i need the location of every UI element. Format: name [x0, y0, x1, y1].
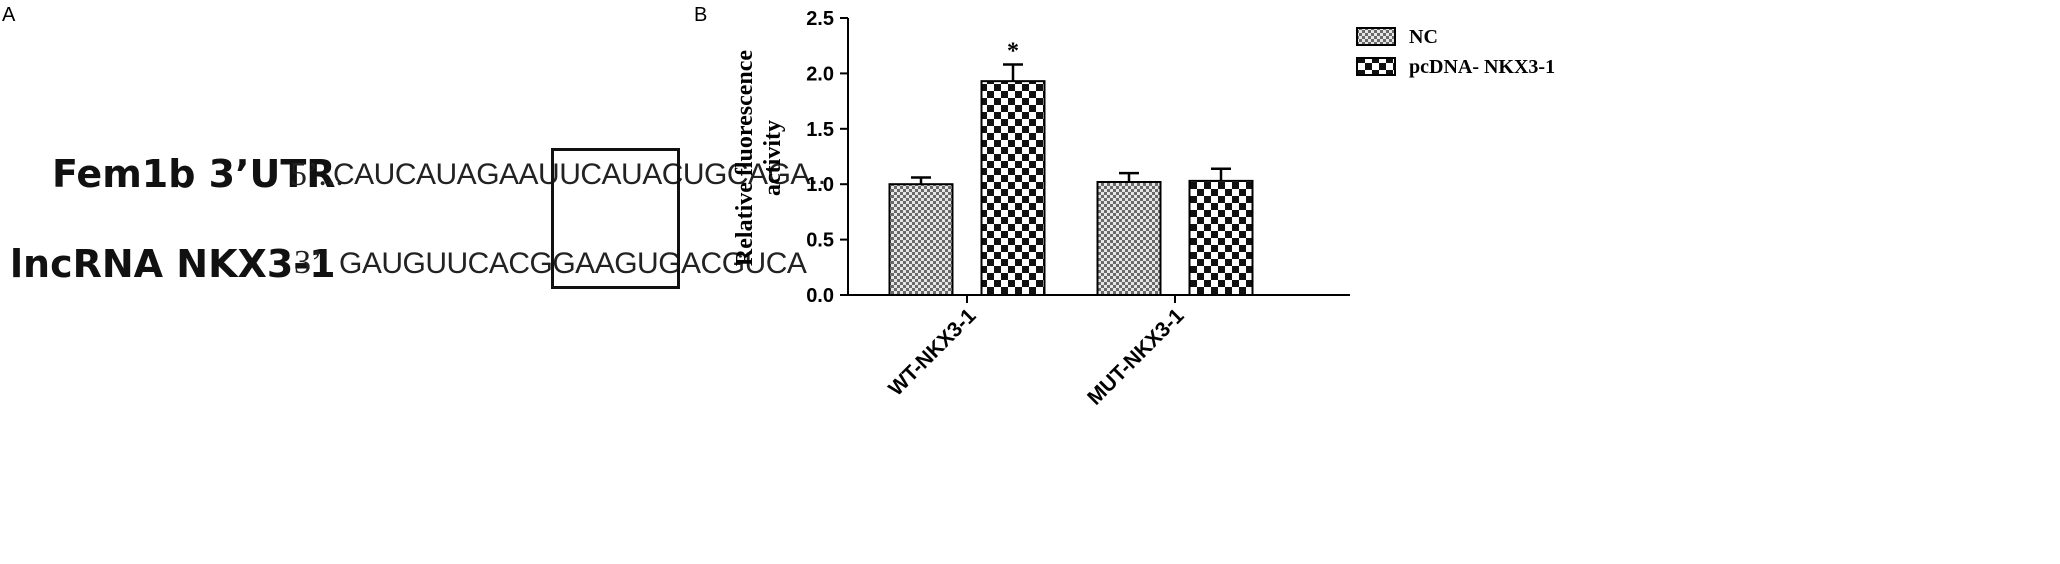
bar-pcdna-1 [1188, 179, 1254, 297]
y-axis-label: Relative fluorescenceactivity [732, 50, 786, 266]
y-axis-label-line: activity [760, 120, 786, 196]
lncrna-nkx3-1-label: lncRNA NKX3-1 [10, 242, 336, 286]
y-tick-label: 2.0 [806, 63, 834, 85]
bar-nc-1 [1096, 180, 1162, 296]
x-tick-label: MUT-NKX3-1 [1083, 304, 1189, 410]
fem1b-utr-sequence: CAUCAUAGAAUUCAUACUGCAGA.. [333, 158, 826, 191]
y-tick-label: 0.0 [806, 285, 834, 307]
legend-swatch [1356, 57, 1396, 76]
bar-pcdna-0 [980, 80, 1046, 296]
significance-marker: * [1007, 39, 1019, 65]
legend-label: pcDNA- NKX3-1 [1409, 56, 1555, 78]
chart-axes: Relative fluorescenceactivity [732, 18, 1350, 296]
y-axis-label-line: Relative fluorescence [732, 50, 758, 266]
chart-bars: * [888, 39, 1254, 297]
fem1b-utr-prefix: 5’... [290, 156, 344, 193]
panel-b-letter: B [694, 4, 708, 26]
chart-legend: NC pcDNA- NKX3-1 [1356, 26, 1555, 78]
legend-swatch [1356, 27, 1396, 46]
y-tick-label: 1.0 [806, 174, 834, 196]
binding-site-box [551, 148, 680, 289]
lncrna-nkx3-1-sequence: GAUGUUCACGGAAGUGACGUCA [339, 247, 807, 280]
lncrna-nkx3-1-prefix: 3’ [294, 244, 323, 281]
fem1b-utr-label: Fem1b 3’UTR [52, 152, 336, 196]
panel-a-letter: A [2, 4, 16, 26]
bar-nc-0 [888, 183, 954, 296]
legend-label: NC [1409, 26, 1438, 48]
y-tick-label: 2.5 [806, 8, 834, 30]
y-tick-label: 0.5 [806, 230, 834, 252]
x-tick-label: WT-NKX3-1 [884, 304, 981, 401]
y-tick-label: 1.5 [806, 119, 834, 141]
